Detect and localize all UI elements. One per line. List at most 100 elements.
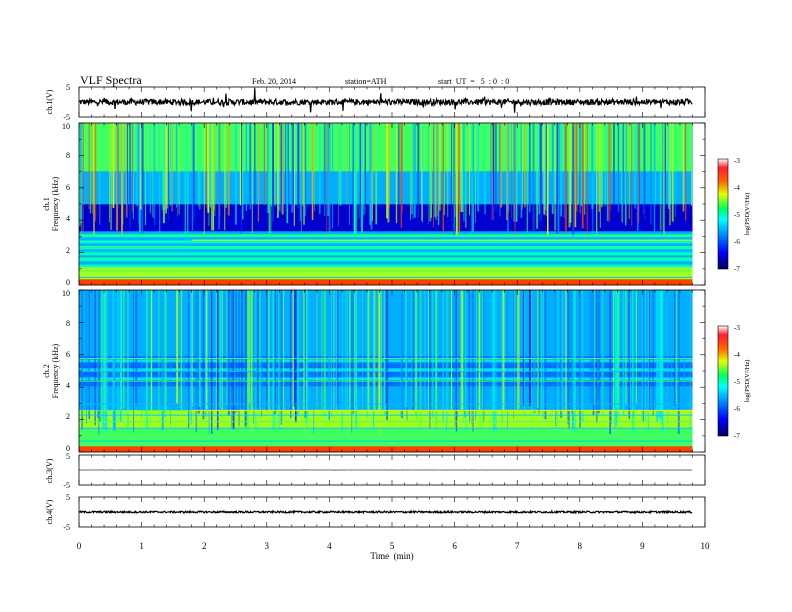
sferic-streak	[590, 290, 592, 404]
sferic-streak	[321, 290, 323, 417]
narrowband-line	[79, 440, 693, 442]
sferic-streak	[478, 290, 481, 429]
sferic-streak	[303, 123, 305, 225]
sferic-streak	[220, 290, 222, 419]
sferic-streak	[219, 123, 221, 218]
sferic-streak	[460, 290, 463, 415]
sferic-streak	[184, 123, 186, 236]
colorbar-gradient	[717, 325, 729, 437]
xtick-label: 6	[452, 541, 457, 551]
sferic-streak	[179, 290, 181, 408]
sferic-streak	[574, 123, 577, 228]
sferic-streak	[459, 123, 461, 234]
sferic-streak	[211, 290, 213, 434]
sferic-streak	[447, 123, 449, 217]
spectrogram-band	[79, 282, 693, 286]
spectrogram-band	[79, 416, 693, 420]
ytick-label: -5	[63, 113, 70, 122]
sferic-streak	[225, 123, 227, 208]
sferic-streak	[616, 290, 619, 408]
sferic-streak	[263, 123, 265, 206]
sferic-streak	[199, 123, 201, 210]
xtick-label: 3	[265, 541, 270, 551]
sferic-streak	[97, 290, 99, 419]
sferic-streak	[400, 123, 403, 228]
sferic-streak	[305, 290, 308, 426]
sferic-streak	[508, 123, 510, 212]
sferic-streak	[547, 123, 549, 237]
sferic-streak	[533, 290, 536, 413]
sferic-streak	[458, 123, 460, 233]
sferic-streak	[254, 123, 256, 205]
ytick-label: 2	[66, 246, 70, 255]
sferic-streak	[129, 123, 131, 229]
sferic-streak	[158, 290, 160, 419]
ylabel: ch.1(V)	[45, 89, 54, 114]
sferic-streak	[475, 123, 476, 223]
sferic-streak	[109, 123, 110, 223]
spectrogram-band	[79, 222, 693, 226]
sferic-streak	[406, 290, 408, 421]
sferic-streak	[477, 123, 479, 212]
sferic-streak	[428, 123, 430, 224]
sferic-streak	[463, 123, 465, 222]
sferic-streak	[469, 123, 470, 215]
sferic-streak	[127, 290, 129, 433]
ytick-label: 0	[66, 278, 70, 287]
sferic-streak	[622, 123, 624, 206]
sferic-streak	[164, 290, 166, 419]
sferic-streak	[607, 123, 609, 221]
sferic-streak	[93, 123, 95, 235]
sferic-streak	[326, 123, 328, 235]
sferic-streak	[601, 290, 603, 412]
sferic-streak	[110, 123, 112, 230]
sferic-streak	[255, 290, 257, 429]
ytick-label: 10	[62, 289, 70, 298]
spectrogram-band	[79, 437, 693, 441]
sferic-streak	[683, 290, 685, 411]
sferic-streak	[643, 123, 644, 214]
narrowband-line	[79, 257, 693, 259]
sferic-streak	[235, 290, 237, 413]
sferic-streak	[369, 123, 372, 225]
sferic-streak	[292, 123, 294, 206]
sferic-streak	[572, 123, 574, 237]
sferic-streak	[641, 290, 643, 423]
sferic-streak	[386, 290, 388, 421]
narrowband-line	[79, 270, 693, 272]
narrowband-line	[79, 371, 693, 372]
spectrogram-band	[79, 135, 693, 139]
sferic-streak	[140, 123, 143, 210]
sferic-streak	[387, 290, 389, 410]
sferic-streak	[453, 123, 455, 236]
spectrogram-band	[79, 431, 693, 435]
sferic-streak	[195, 290, 198, 432]
sferic-streak	[170, 123, 172, 206]
sferic-streak	[543, 290, 544, 420]
sferic-streak	[211, 123, 212, 231]
sferic-streak	[490, 123, 492, 228]
spectrogram-band	[79, 428, 693, 432]
sferic-streak	[153, 123, 155, 219]
spectrogram-band	[79, 240, 693, 244]
sferic-streak	[287, 123, 289, 209]
sferic-streak	[526, 123, 529, 232]
sferic-streak	[355, 290, 357, 428]
xtick-label: 4	[327, 541, 332, 551]
sferic-streak	[429, 123, 432, 222]
ylabel: ch.3(V)	[45, 458, 54, 483]
spectrogram-band	[79, 246, 693, 250]
sferic-streak	[81, 123, 83, 234]
sferic-streak	[428, 290, 429, 413]
sferic-streak	[575, 123, 578, 212]
sferic-streak	[592, 123, 594, 234]
sferic-streak	[437, 123, 440, 225]
panel-ch4-waveform: 5 -5 ch.4(V)	[45, 493, 706, 532]
sferic-streak	[499, 123, 501, 217]
sferic-streak	[136, 123, 138, 206]
sferic-streak	[268, 123, 270, 234]
sferic-streak	[416, 290, 418, 421]
sferic-streak	[560, 290, 563, 418]
sferic-streak	[248, 290, 251, 406]
